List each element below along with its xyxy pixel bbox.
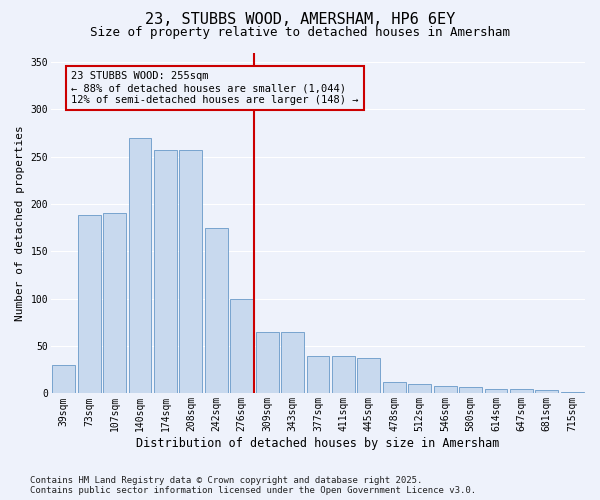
Bar — [510, 388, 533, 394]
Text: Size of property relative to detached houses in Amersham: Size of property relative to detached ho… — [90, 26, 510, 39]
Bar — [230, 298, 253, 394]
Bar — [179, 150, 202, 394]
Bar — [128, 138, 151, 394]
Bar — [561, 392, 584, 394]
Bar — [535, 390, 558, 394]
Bar — [77, 216, 101, 394]
Bar — [154, 150, 177, 394]
Bar — [408, 384, 431, 394]
Bar — [256, 332, 278, 394]
Text: Contains HM Land Registry data © Crown copyright and database right 2025.
Contai: Contains HM Land Registry data © Crown c… — [30, 476, 476, 495]
Bar — [459, 387, 482, 394]
Bar — [205, 228, 228, 394]
Bar — [103, 214, 126, 394]
Bar — [332, 356, 355, 394]
Y-axis label: Number of detached properties: Number of detached properties — [15, 125, 25, 321]
Bar — [383, 382, 406, 394]
Text: 23, STUBBS WOOD, AMERSHAM, HP6 6EY: 23, STUBBS WOOD, AMERSHAM, HP6 6EY — [145, 12, 455, 28]
Bar — [307, 356, 329, 394]
X-axis label: Distribution of detached houses by size in Amersham: Distribution of detached houses by size … — [136, 437, 500, 450]
Bar — [52, 365, 75, 394]
Bar — [485, 388, 508, 394]
Bar — [281, 332, 304, 394]
Text: 23 STUBBS WOOD: 255sqm
← 88% of detached houses are smaller (1,044)
12% of semi-: 23 STUBBS WOOD: 255sqm ← 88% of detached… — [71, 72, 359, 104]
Bar — [358, 358, 380, 394]
Bar — [434, 386, 457, 394]
